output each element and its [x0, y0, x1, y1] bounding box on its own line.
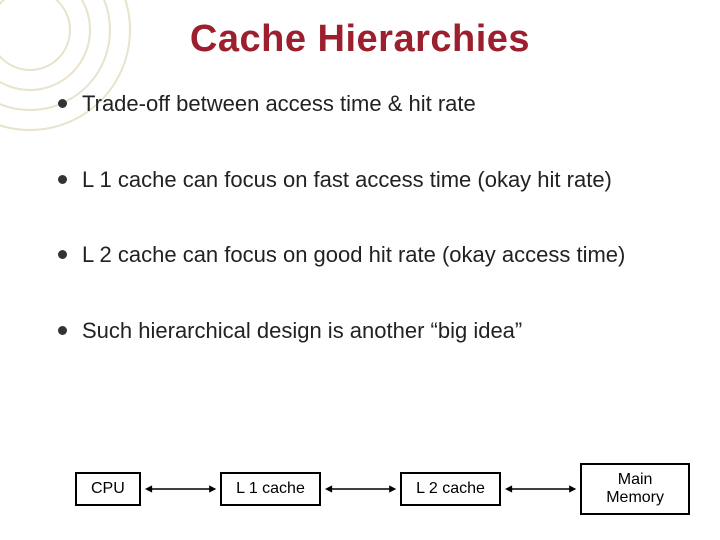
- block-main-memory-line1: MainMemory: [606, 471, 664, 506]
- double-arrow-icon: [321, 481, 400, 497]
- bullet-item: Trade-off between access time & hit rate: [58, 90, 680, 118]
- block-l2: L 2 cache: [400, 472, 501, 506]
- bullet-item: L 1 cache can focus on fast access time …: [58, 166, 680, 194]
- double-arrow-icon: [501, 481, 580, 497]
- block-main-memory: MainMemory: [580, 463, 690, 516]
- double-arrow-icon: [141, 481, 220, 497]
- block-cpu: CPU: [75, 472, 141, 506]
- block-l1: L 1 cache: [220, 472, 321, 506]
- bullet-item: Such hierarchical design is another “big…: [58, 317, 680, 345]
- cache-diagram: CPU L 1 cache L 2 cache MainMemory: [75, 460, 690, 518]
- slide-title: Cache Hierarchies: [0, 18, 720, 61]
- bullet-item: L 2 cache can focus on good hit rate (ok…: [58, 241, 680, 269]
- bullet-list: Trade-off between access time & hit rate…: [58, 90, 680, 392]
